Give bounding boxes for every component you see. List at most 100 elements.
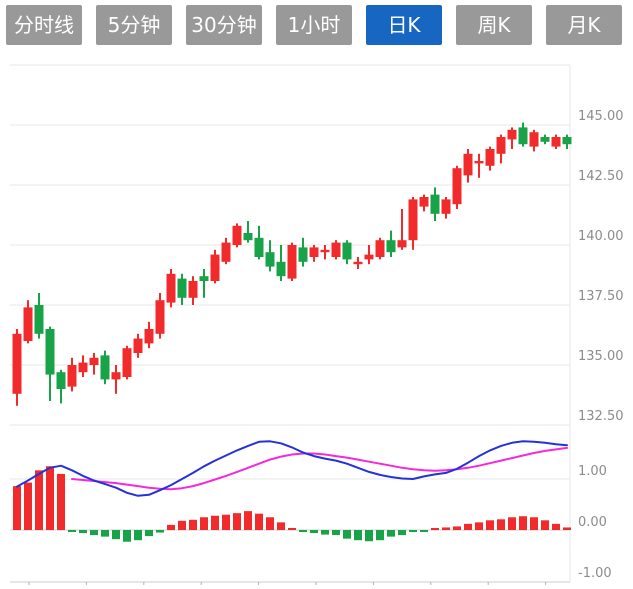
candle-body <box>210 254 220 281</box>
macd-bar <box>354 530 362 541</box>
candle-body <box>474 161 484 164</box>
candle-body <box>221 242 231 262</box>
macd-bar <box>508 517 516 530</box>
candle-body <box>133 338 143 353</box>
candles <box>12 122 572 406</box>
macd-bar <box>244 511 252 530</box>
candle-body <box>463 153 473 176</box>
macd-bar <box>167 524 175 530</box>
macd-bar <box>211 515 219 530</box>
candle-body <box>89 357 99 365</box>
macd-bar <box>35 470 43 530</box>
macd-bar <box>409 530 417 533</box>
macd-bar <box>475 522 483 530</box>
price-axis-label: 132.50 <box>578 409 624 424</box>
tab-weekly-k[interactable]: 周K <box>456 5 532 45</box>
chart-area[interactable]: 145.00 142.50 140.00 137.50 135.00 132.50 1.00… <box>0 55 633 589</box>
candle-body <box>56 372 66 389</box>
candle-body <box>452 168 462 205</box>
candle-body <box>265 252 275 267</box>
dea-line <box>71 446 568 491</box>
candle-body <box>155 300 165 334</box>
macd-bar <box>541 520 549 530</box>
candle-body <box>254 237 264 257</box>
candle-body <box>166 273 176 303</box>
macd-bar <box>156 530 164 533</box>
tab-monthly-k[interactable]: 月K <box>546 5 622 45</box>
tab-5min[interactable]: 5分钟 <box>96 5 172 45</box>
candle-body <box>45 329 55 375</box>
macd-bar <box>68 530 76 532</box>
candle-body <box>199 276 209 281</box>
candle-body <box>562 137 572 145</box>
macd-bar <box>497 519 505 530</box>
candle-body <box>529 132 539 147</box>
macd-bar <box>299 530 307 532</box>
macd-bar <box>464 523 472 530</box>
macd-axis-label: 0.00 <box>578 515 607 530</box>
macd-bar <box>57 473 65 530</box>
candle-body <box>287 245 297 279</box>
macd-bar <box>79 530 87 534</box>
macd-bar <box>387 530 395 537</box>
candle-body <box>34 305 44 334</box>
candle-body <box>518 127 528 145</box>
macd-bar <box>200 517 208 530</box>
macd-bar <box>46 466 54 530</box>
macd-bar <box>398 530 406 536</box>
macd-axis-label: 1.00 <box>578 464 607 479</box>
dif-line <box>16 440 568 497</box>
tab-1hour[interactable]: 1小时 <box>276 5 352 45</box>
macd-bar <box>255 513 263 530</box>
candle-body <box>12 333 22 394</box>
candle-body <box>188 281 198 298</box>
candle-body <box>67 365 77 387</box>
macd-bar <box>453 526 461 530</box>
price-axis-label: 137.50 <box>578 289 624 304</box>
candle-body <box>23 307 33 341</box>
macd-bar <box>530 517 538 530</box>
macd-bar <box>112 530 120 540</box>
tab-30min[interactable]: 30分钟 <box>186 5 262 45</box>
price-axis-label: 142.50 <box>578 169 624 184</box>
macd-bar <box>321 530 329 535</box>
tab-daily-k[interactable]: 日K <box>366 5 442 45</box>
macd-bar <box>90 530 98 536</box>
macd-bar <box>24 482 32 530</box>
candle-body <box>243 233 253 241</box>
macd-bar <box>222 514 230 530</box>
macd-bar <box>563 527 571 530</box>
candle-body <box>111 372 121 380</box>
candle-body <box>540 137 550 142</box>
macd-bar <box>277 522 285 530</box>
tab-minute-line[interactable]: 分时线 <box>6 5 82 45</box>
candle-body <box>342 242 352 260</box>
candle-body <box>177 278 187 298</box>
macd-bar <box>145 530 153 537</box>
macd-bar <box>552 523 560 530</box>
candle-body <box>122 348 132 377</box>
macd-bar <box>332 530 340 536</box>
candle-body <box>408 199 418 241</box>
macd-bar <box>376 530 384 541</box>
macd-bar <box>343 530 351 539</box>
macd-bar <box>189 519 197 530</box>
macd-bar <box>310 530 318 534</box>
macd-bar <box>519 516 527 530</box>
macd-bar <box>233 513 241 530</box>
price-grid: 145.00 142.50 140.00 137.50 135.00 132.50 <box>10 64 624 582</box>
candle-body <box>419 197 429 207</box>
price-axis-label: 140.00 <box>578 229 624 244</box>
macd-bar <box>288 528 296 530</box>
candle-body <box>496 137 506 154</box>
kline-macd-chart: 145.00 142.50 140.00 137.50 135.00 132.50 1.00… <box>10 64 624 586</box>
candle-body <box>100 355 110 380</box>
candle-body <box>507 129 517 140</box>
macd-axis-label: -1.00 <box>578 566 612 581</box>
candle-body <box>298 247 308 262</box>
interval-tabs: 分时线 5分钟 30分钟 1小时 日K 周K 月K <box>6 5 622 45</box>
candle-body <box>386 240 396 253</box>
macd-bar <box>178 520 186 530</box>
macd-bar <box>486 520 494 530</box>
candle-body <box>353 261 363 265</box>
